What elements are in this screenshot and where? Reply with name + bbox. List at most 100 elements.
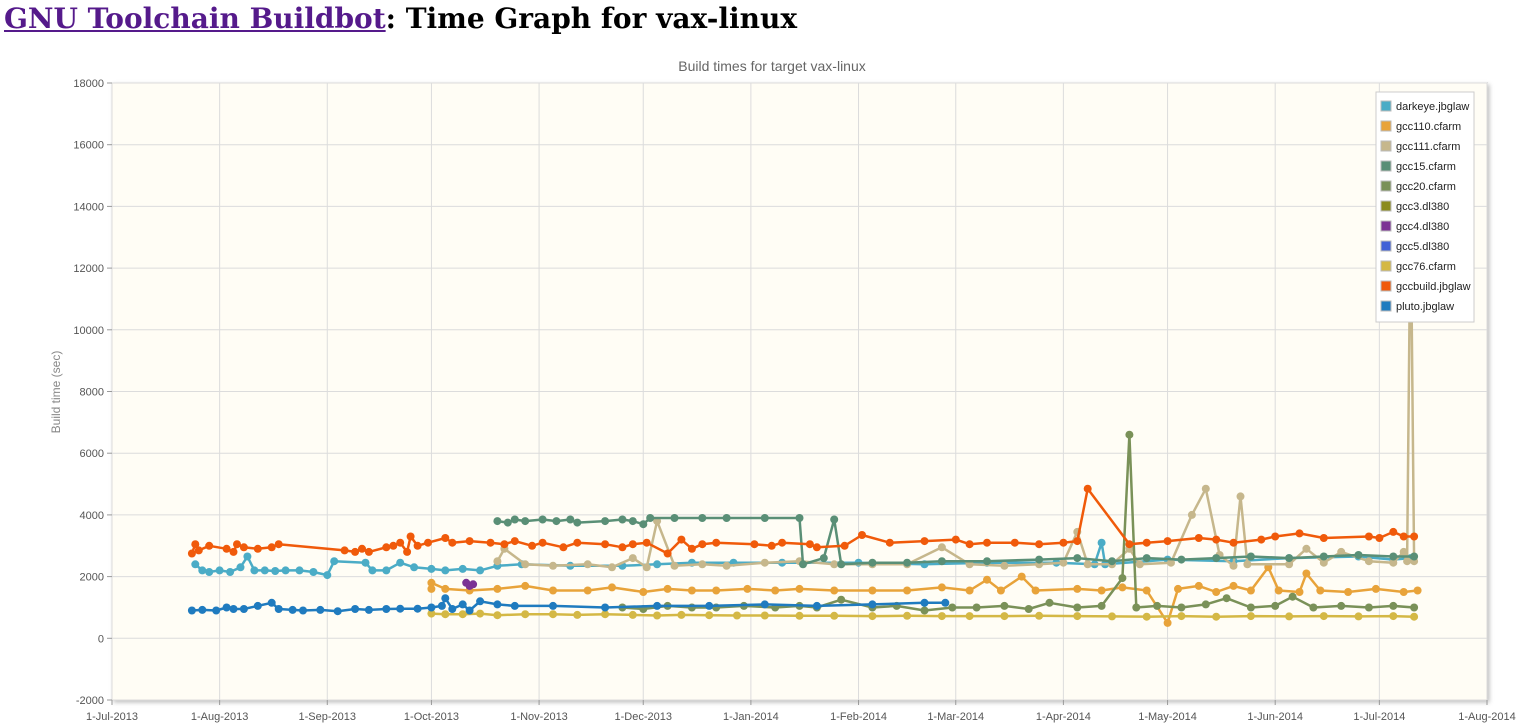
data-point[interactable] <box>937 583 946 592</box>
legend-item[interactable]: gcc76.cfarm <box>1380 260 1456 273</box>
data-point[interactable] <box>830 560 839 569</box>
data-point[interactable] <box>868 612 877 621</box>
legend-item[interactable]: gcc3.dl380 <box>1380 200 1449 213</box>
data-point[interactable] <box>1410 532 1419 541</box>
data-point[interactable] <box>538 538 547 547</box>
data-point[interactable] <box>698 540 707 549</box>
data-point[interactable] <box>1212 612 1221 621</box>
data-point[interactable] <box>1285 560 1294 569</box>
data-point[interactable] <box>187 606 196 615</box>
data-point[interactable] <box>194 546 203 555</box>
data-point[interactable] <box>476 566 485 575</box>
data-point[interactable] <box>1083 484 1092 493</box>
data-point[interactable] <box>1163 537 1172 546</box>
legend-item[interactable]: gcc110.cfarm <box>1380 120 1461 133</box>
data-point[interactable] <box>1319 534 1328 542</box>
data-point[interactable] <box>972 603 981 612</box>
data-point[interactable] <box>965 586 974 595</box>
data-point[interactable] <box>698 560 707 569</box>
data-point[interactable] <box>601 540 610 549</box>
data-point[interactable] <box>1389 527 1398 536</box>
data-point[interactable] <box>830 611 839 620</box>
data-point[interactable] <box>760 600 769 609</box>
data-point[interactable] <box>677 610 686 619</box>
data-point[interactable] <box>427 603 436 612</box>
data-point[interactable] <box>1142 538 1151 547</box>
data-point[interactable] <box>858 531 866 539</box>
legend-item[interactable]: gcc20.cfarm <box>1380 180 1456 193</box>
data-point[interactable] <box>639 588 648 596</box>
data-point[interactable] <box>198 566 207 575</box>
data-point[interactable] <box>687 544 696 553</box>
data-point[interactable] <box>767 541 776 550</box>
data-point[interactable] <box>868 586 877 595</box>
data-point[interactable] <box>1201 600 1210 609</box>
data-point[interactable] <box>222 544 231 553</box>
data-point[interactable] <box>583 560 592 569</box>
data-point[interactable] <box>437 601 446 610</box>
data-point[interactable] <box>441 534 450 542</box>
data-point[interactable] <box>795 611 804 620</box>
data-point[interactable] <box>840 541 849 550</box>
data-point[interactable] <box>628 554 637 563</box>
data-point[interactable] <box>1364 532 1373 541</box>
data-point[interactable] <box>733 611 741 620</box>
data-point[interactable] <box>1194 581 1203 590</box>
data-point[interactable] <box>1035 540 1044 549</box>
data-point[interactable] <box>601 517 610 526</box>
data-point[interactable] <box>1073 584 1082 593</box>
data-point[interactable] <box>274 540 283 549</box>
data-point[interactable] <box>226 568 235 576</box>
data-point[interactable] <box>1319 552 1328 561</box>
data-point[interactable] <box>1271 532 1280 541</box>
data-point[interactable] <box>1108 612 1116 621</box>
data-point[interactable] <box>229 547 238 556</box>
data-point[interactable] <box>1000 601 1009 610</box>
data-point[interactable] <box>476 597 485 606</box>
data-point[interactable] <box>1288 592 1297 601</box>
data-point[interactable] <box>573 610 582 619</box>
data-point[interactable] <box>965 612 974 621</box>
data-point[interactable] <box>628 540 637 549</box>
data-point[interactable] <box>198 605 207 614</box>
data-point[interactable] <box>271 567 280 575</box>
legend-item[interactable]: gcc111.cfarm <box>1380 140 1460 153</box>
data-point[interactable] <box>1000 612 1009 621</box>
data-point[interactable] <box>333 607 342 616</box>
data-point[interactable] <box>260 566 269 575</box>
data-point[interactable] <box>1212 588 1221 596</box>
data-point[interactable] <box>229 605 238 613</box>
data-point[interactable] <box>1246 586 1255 595</box>
data-point[interactable] <box>920 537 929 546</box>
data-point[interactable] <box>941 598 950 607</box>
data-point[interactable] <box>1229 538 1238 547</box>
legend-item[interactable]: gccbuild.jbglaw <box>1380 280 1471 293</box>
data-point[interactable] <box>1389 601 1398 610</box>
data-point[interactable] <box>205 568 214 576</box>
data-point[interactable] <box>1229 561 1238 570</box>
data-point[interactable] <box>1073 537 1082 546</box>
data-point[interactable] <box>382 566 391 575</box>
data-point[interactable] <box>1222 594 1231 603</box>
data-point[interactable] <box>427 578 436 587</box>
data-point[interactable] <box>812 543 821 552</box>
data-point[interactable] <box>743 584 752 593</box>
data-point[interactable] <box>712 538 721 547</box>
data-point[interactable] <box>427 609 436 618</box>
data-point[interactable] <box>1177 603 1186 612</box>
data-point[interactable] <box>191 540 200 549</box>
legend-item[interactable]: gcc5.dl380 <box>1380 240 1449 253</box>
data-point[interactable] <box>1354 551 1363 559</box>
data-point[interactable] <box>493 600 502 609</box>
data-point[interactable] <box>253 601 262 610</box>
data-point[interactable] <box>187 549 196 558</box>
data-point[interactable] <box>309 568 318 576</box>
data-point[interactable] <box>983 557 991 566</box>
data-point[interactable] <box>1257 535 1266 544</box>
data-point[interactable] <box>413 604 422 613</box>
data-point[interactable] <box>549 586 557 595</box>
data-point[interactable] <box>1010 538 1019 547</box>
data-point[interactable] <box>1163 618 1172 627</box>
data-point[interactable] <box>653 560 662 569</box>
data-point[interactable] <box>618 543 627 552</box>
